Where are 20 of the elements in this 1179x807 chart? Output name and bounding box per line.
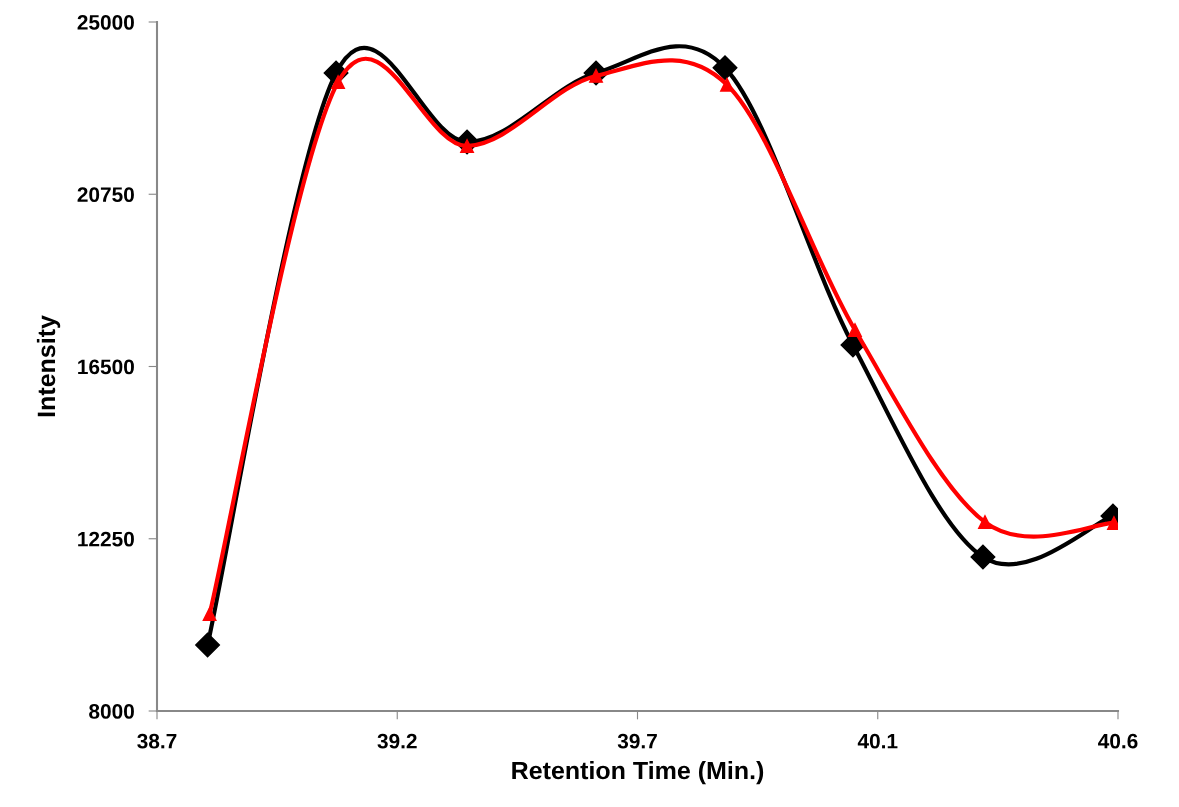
y-tick-label: 12250: [78, 531, 134, 547]
point: [195, 632, 221, 658]
y-tick-label: 16500: [78, 359, 134, 375]
x-tick-label: 39.2: [377, 733, 417, 749]
point: [970, 544, 996, 570]
point: [712, 55, 738, 81]
point: [202, 607, 217, 622]
point: [848, 323, 862, 337]
x-axis-title: Retention Time (Min.): [512, 760, 764, 785]
point: [720, 77, 734, 92]
y-tick-label: 20750: [77, 187, 134, 202]
x-tick-label: 40.1: [857, 733, 898, 749]
point: [978, 515, 992, 530]
point: [331, 75, 346, 89]
y-axis-title: Intensity: [36, 315, 61, 417]
y-tick-label: 25000: [77, 15, 134, 30]
y-tick-label: 8000: [89, 704, 134, 719]
x-tick-label: 40.6: [1098, 733, 1138, 749]
x-tick-label: 38.7: [137, 733, 177, 749]
x-tick-label: 39.7: [617, 733, 657, 749]
